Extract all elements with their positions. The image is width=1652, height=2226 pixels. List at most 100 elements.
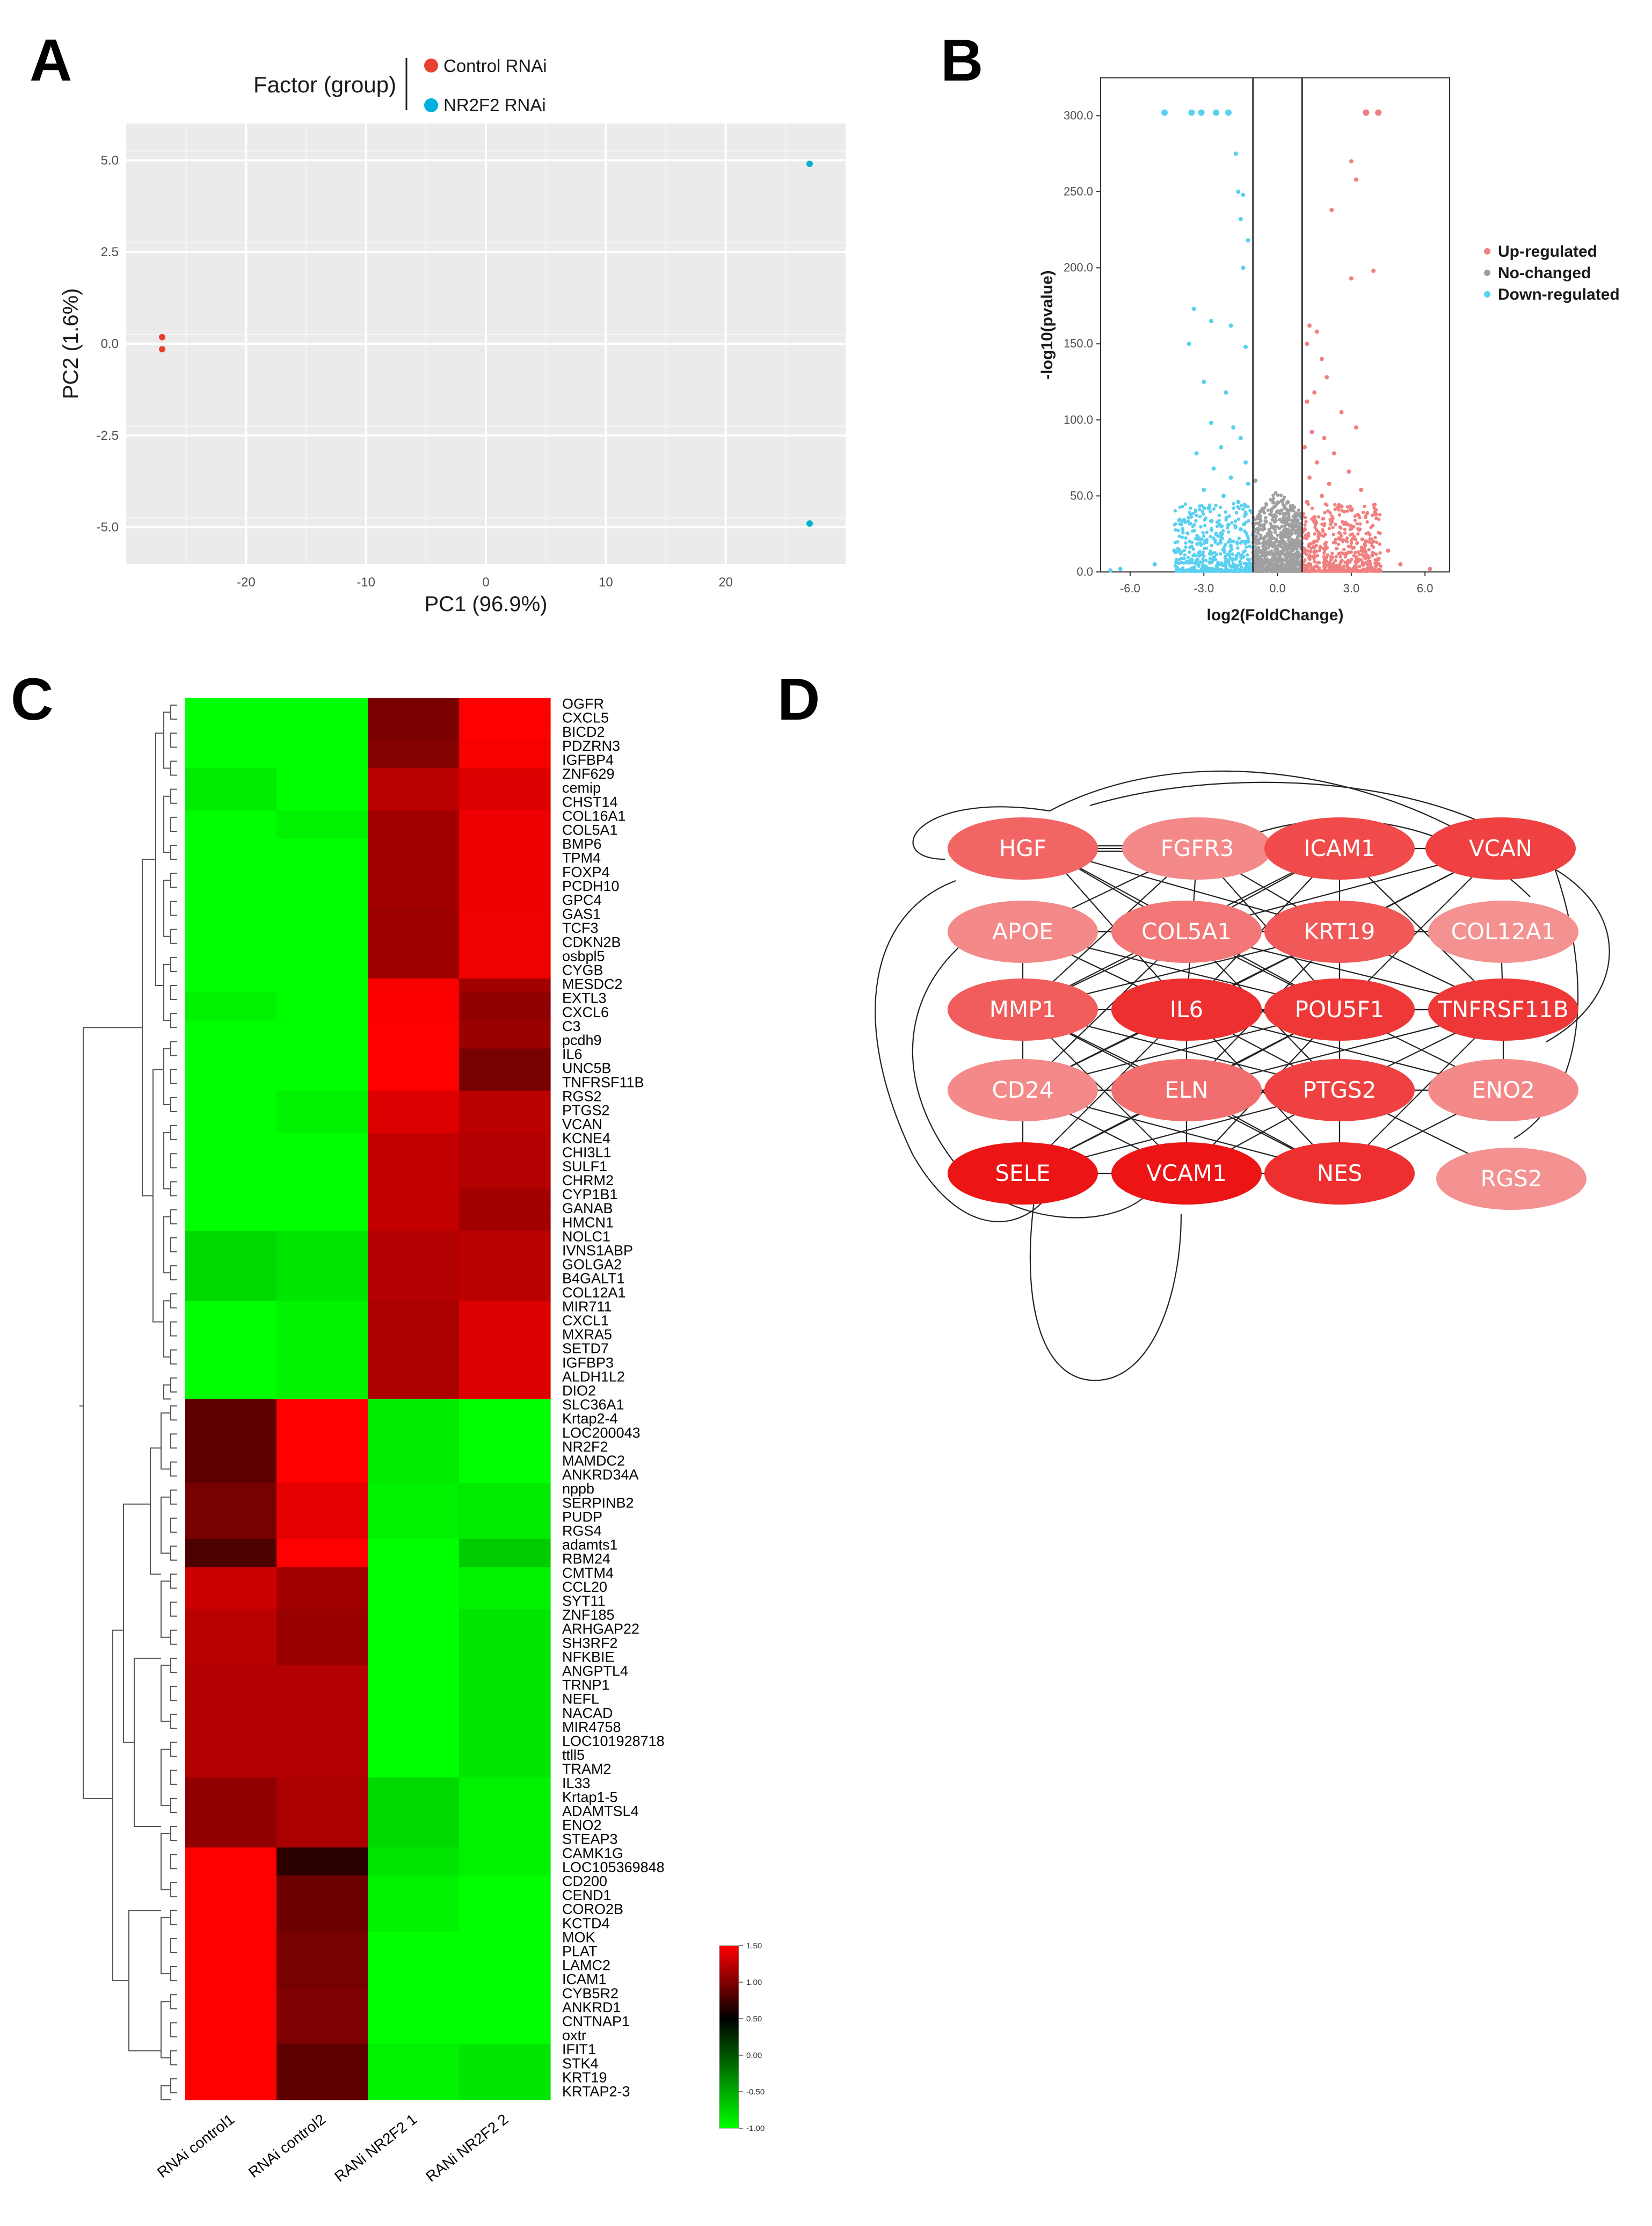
volcano-y-tick-label: 150.0 <box>1064 337 1093 350</box>
heatmap-cell <box>459 1889 551 1904</box>
heatmap-cell <box>368 1960 460 1974</box>
volcano-point <box>1330 566 1334 570</box>
volcano-point <box>1238 568 1242 571</box>
heatmap-gene-label: TPM4 <box>562 850 601 866</box>
volcano-point <box>1241 265 1246 270</box>
heatmap-cell <box>459 1343 551 1358</box>
volcano-point <box>1334 538 1337 541</box>
volcano-point <box>1325 503 1329 507</box>
volcano-point <box>1180 523 1184 526</box>
volcano-point <box>1378 551 1382 555</box>
network-edge <box>1044 847 1340 1010</box>
volcano-point <box>1201 560 1205 564</box>
heatmap-cell <box>185 1903 277 1918</box>
volcano-point <box>1176 540 1180 544</box>
volcano-point <box>1333 507 1337 511</box>
volcano-point <box>1192 565 1196 569</box>
heatmap-cell <box>368 1230 460 1245</box>
volcano-point <box>1180 561 1183 564</box>
volcano-point <box>1234 557 1238 561</box>
volcano-point <box>1231 425 1236 430</box>
volcano-point <box>1204 565 1209 570</box>
heatmap-cell <box>459 1707 551 1722</box>
volcano-point <box>1322 524 1326 527</box>
volcano-point <box>1228 538 1232 541</box>
volcano-point <box>1181 531 1185 535</box>
volcano-point <box>1294 521 1298 525</box>
heatmap-cell <box>459 1230 551 1245</box>
volcano-point <box>1339 410 1344 415</box>
network-node-label: APOE <box>992 918 1053 945</box>
volcano-point <box>1174 561 1178 564</box>
volcano-point <box>1213 538 1217 542</box>
volcano-point <box>1329 558 1333 562</box>
heatmap-cell <box>276 1960 368 1974</box>
heatmap-cell <box>276 1847 368 1862</box>
heatmap-cell <box>368 1202 460 1217</box>
network-node <box>1436 1148 1586 1210</box>
heatmap-cell <box>276 1062 368 1077</box>
heatmap-gene-label: CHI3L1 <box>562 1144 612 1161</box>
volcano-point <box>1203 547 1206 550</box>
volcano-point <box>1305 552 1308 556</box>
volcano-point <box>1360 569 1364 573</box>
heatmap-cell <box>368 1707 460 1722</box>
heatmap-cell <box>276 2057 368 2072</box>
heatmap-cell <box>459 796 551 811</box>
network-node <box>948 817 1098 880</box>
heatmap-gene-label: PCDH10 <box>562 878 620 894</box>
volcano-point <box>1219 525 1223 528</box>
network-edge <box>1022 1089 1503 1174</box>
volcano-point <box>1198 553 1202 556</box>
dendrogram-branch <box>170 788 177 804</box>
volcano-point <box>1209 534 1212 539</box>
heatmap-cell <box>276 2071 368 2086</box>
heatmap-gene-label: RBM24 <box>562 1551 610 1567</box>
volcano-point <box>1316 561 1320 565</box>
volcano-threshold-lines <box>1252 78 1303 572</box>
network-node <box>1264 1059 1415 1121</box>
color-scale-tick-label: -1.00 <box>746 2124 765 2133</box>
heatmap-gene-label: PTGS2 <box>562 1102 610 1118</box>
heatmap-gene-label: SULF1 <box>562 1158 607 1174</box>
heatmap-cell <box>185 1567 277 1582</box>
volcano-point <box>1322 557 1326 561</box>
volcano-point <box>1236 552 1240 555</box>
heatmap-gene-label: OGFR <box>562 696 604 712</box>
heatmap-gene-label: STK4 <box>562 2055 599 2071</box>
heatmap-cell <box>185 1553 277 1568</box>
volcano-point <box>1233 563 1238 568</box>
heatmap-cell <box>276 1427 368 1441</box>
volcano-point <box>1304 569 1308 573</box>
heatmap-cell <box>276 1637 368 1652</box>
network-node <box>1111 901 1262 963</box>
volcano-point <box>1262 550 1265 554</box>
volcano-point <box>1271 545 1275 549</box>
heatmap-cell <box>368 936 460 951</box>
volcano-point <box>1189 545 1193 548</box>
volcano-point <box>1319 494 1324 498</box>
volcano-point <box>1189 521 1192 526</box>
volcano-point <box>1307 323 1312 328</box>
heatmap-gene-label: KCNE4 <box>562 1130 610 1147</box>
volcano-point <box>1187 550 1191 554</box>
volcano-point <box>1345 523 1349 527</box>
volcano-point <box>1177 517 1182 521</box>
color-scale-tick-label: 1.00 <box>746 1978 762 1987</box>
heatmap-cell <box>368 880 460 895</box>
volcano-point <box>1224 561 1228 565</box>
volcano-point <box>1374 552 1378 556</box>
heatmap-cell <box>368 1062 460 1077</box>
volcano-point <box>1307 553 1312 557</box>
volcano-point <box>1172 548 1177 553</box>
network-edge <box>1022 931 1504 1091</box>
heatmap-cell <box>368 978 460 993</box>
volcano-point <box>1366 560 1370 563</box>
pca-legend-marker-nr2f2 <box>424 98 438 112</box>
heatmap-cell <box>368 698 460 713</box>
dendrogram-branch <box>161 1917 171 1975</box>
volcano-point <box>1309 546 1313 550</box>
volcano-point <box>1353 550 1357 555</box>
volcano-point <box>1315 554 1320 557</box>
volcano-point <box>1233 526 1238 530</box>
